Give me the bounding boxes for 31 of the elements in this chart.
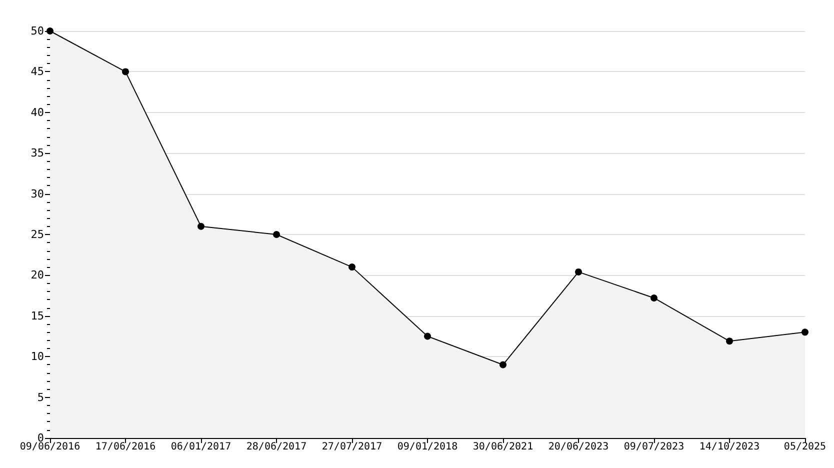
x-tick-label: 09/06/2016: [20, 442, 80, 452]
x-tick-label: 09/01/2018: [397, 442, 458, 452]
point: [802, 328, 808, 336]
x-tick-label: 09/07/2023: [624, 442, 684, 452]
point: [122, 68, 129, 76]
x-tick-label: 30/06/2021: [472, 442, 534, 452]
y-tick-label: 10: [30, 350, 44, 364]
x-tick-label: 20/06/2023: [548, 442, 609, 452]
y-tick-label: 20: [30, 268, 44, 282]
point: [500, 361, 506, 368]
point: [198, 222, 204, 230]
x-tick-label: 27/07/2017: [322, 442, 382, 452]
point: [575, 268, 582, 276]
x-tick-label: 17/06/2016: [95, 442, 156, 452]
point: [424, 332, 431, 340]
x-tick-label: 14/10/2023: [699, 442, 760, 452]
x-tick-label: 06/01/2017: [170, 442, 232, 452]
point: [348, 264, 356, 271]
y-tick-label: 40: [30, 106, 44, 119]
x-tick-label: 05/2025: [784, 442, 826, 452]
point: [726, 338, 733, 345]
y-tick-label: 25: [30, 228, 44, 241]
point: [273, 231, 280, 238]
point: [650, 294, 658, 302]
y-tick-label: 45: [30, 65, 44, 78]
x-tick-label: 28/06/2017: [246, 442, 307, 452]
y-tick-label: 30: [30, 187, 44, 200]
y-tick-label: 50: [30, 24, 44, 38]
y-tick-label: 35: [30, 146, 44, 160]
y-tick-label: 15: [30, 309, 44, 322]
y-tick-label: 5: [37, 390, 44, 404]
